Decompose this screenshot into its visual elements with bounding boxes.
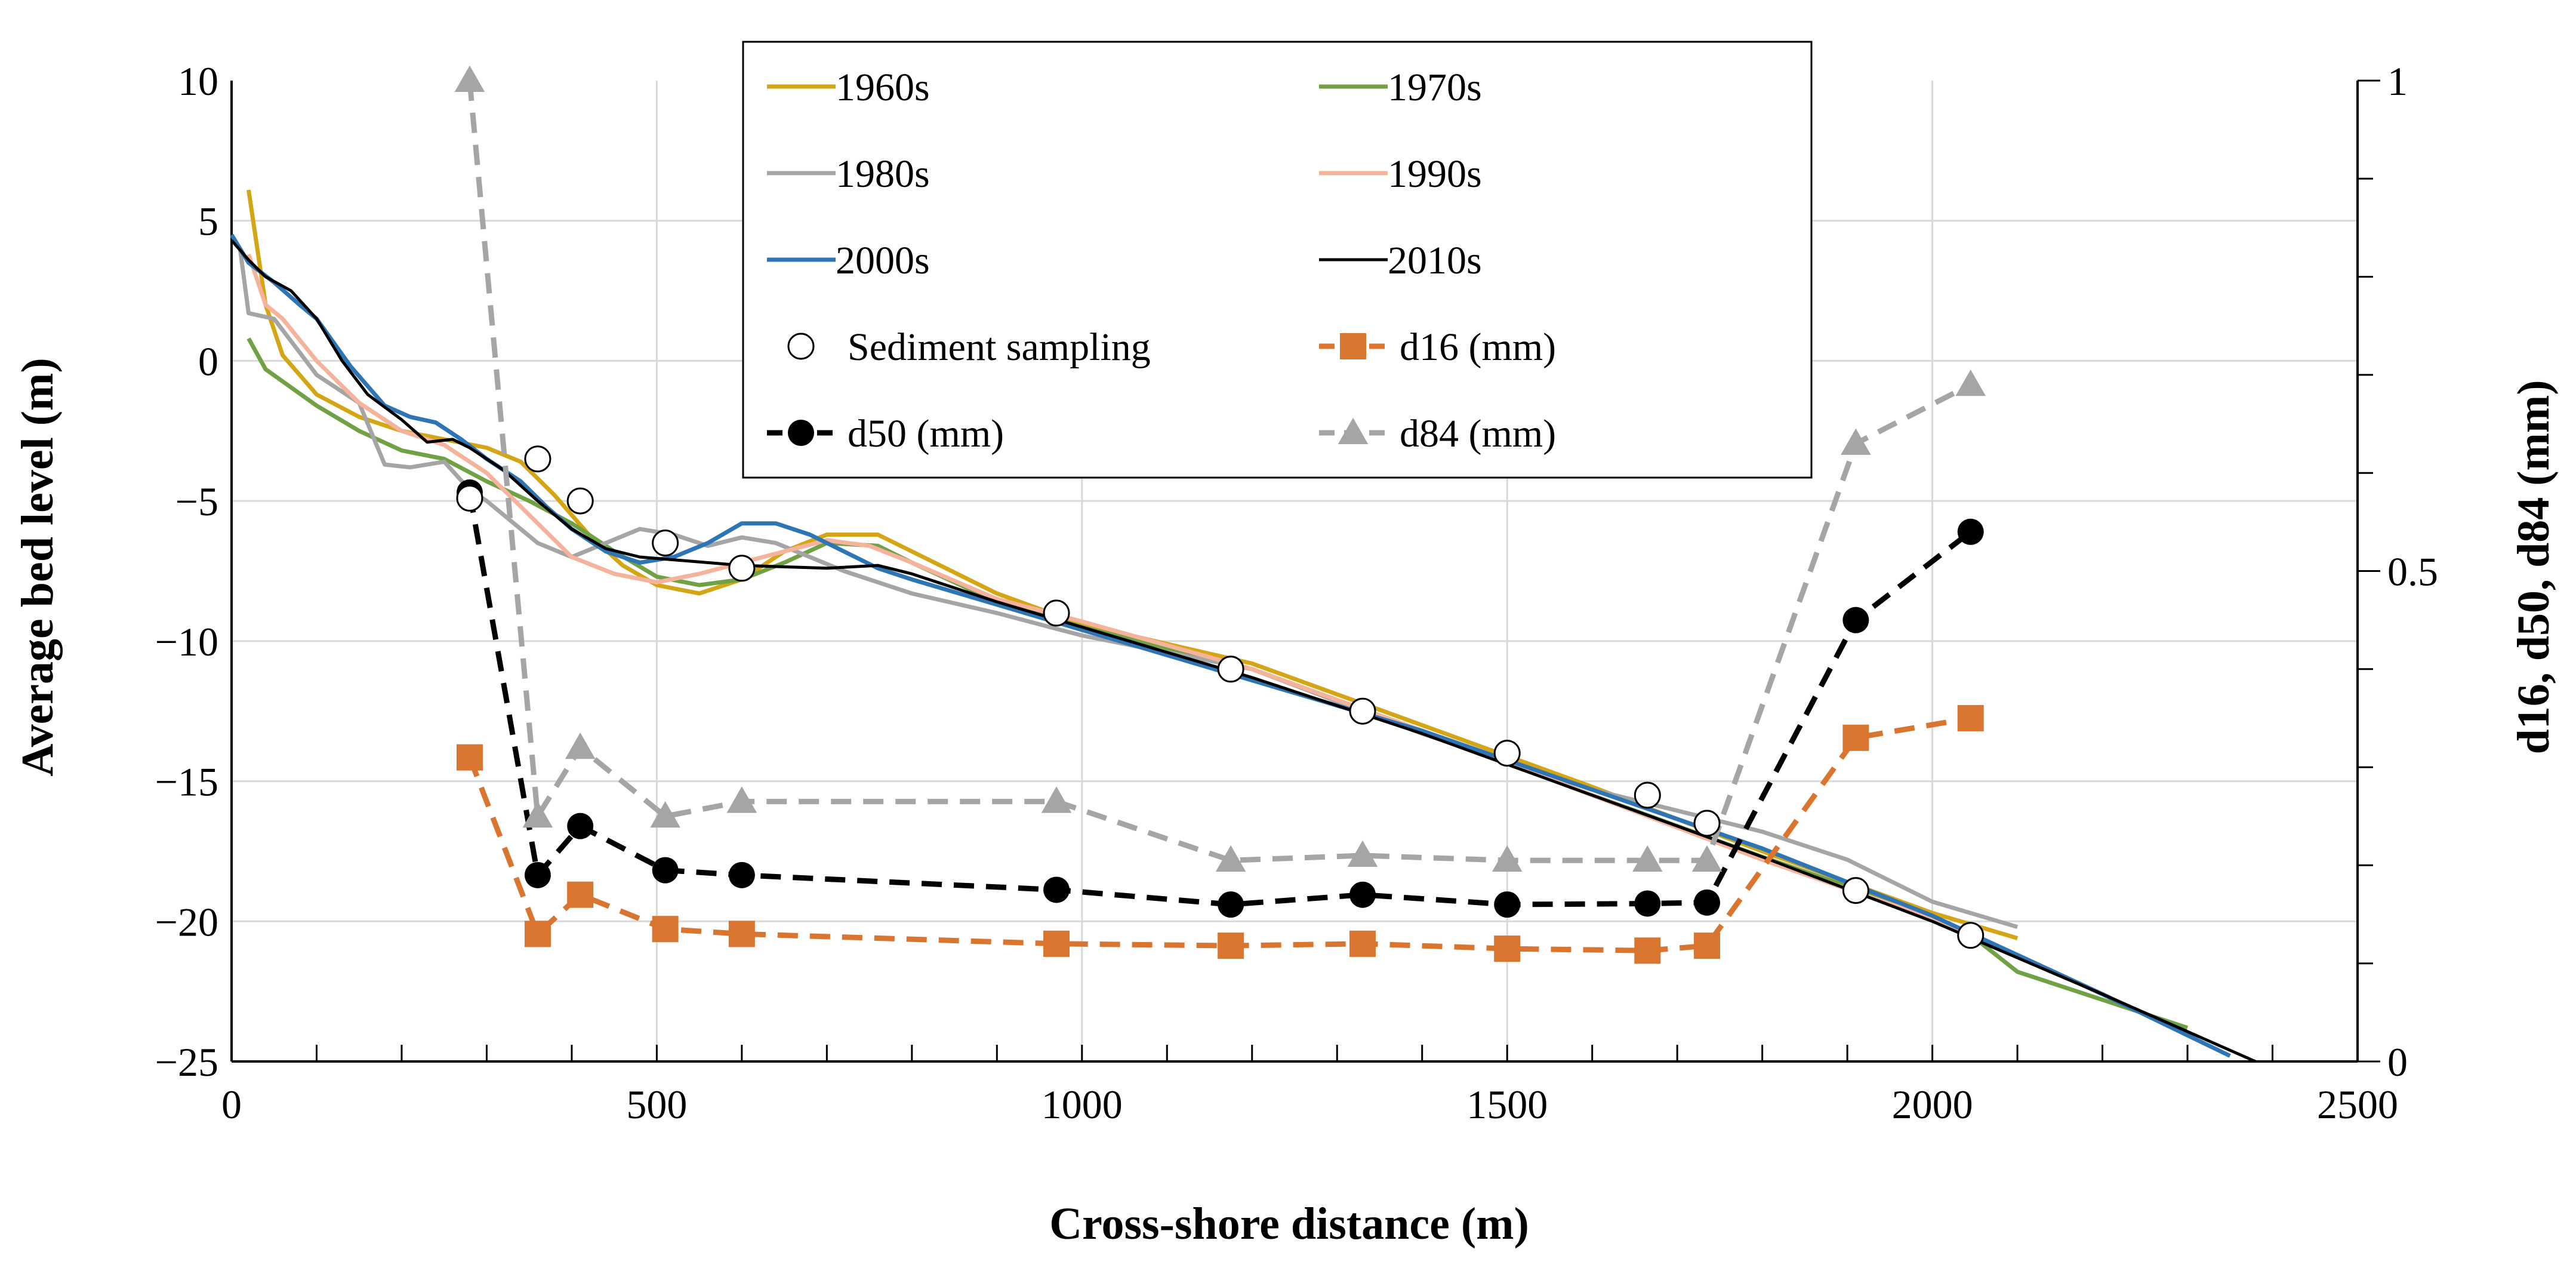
sediment-sample-point	[1634, 781, 1661, 809]
legend: 1960s 1970s 1980s 1990s 2000s 2010s Sediment s…	[742, 41, 1813, 479]
legend-sediment-swatch	[787, 333, 815, 360]
sediment-sample-point	[652, 530, 679, 557]
legend-1970s-label: 1970s	[1388, 66, 1482, 109]
d50-marker	[1349, 881, 1376, 908]
d84-marker	[454, 65, 485, 92]
legend-2010s-label: 2010s	[1388, 239, 1482, 282]
x-tick-label: 1000	[1042, 1082, 1123, 1127]
sediment-sample-point	[1349, 697, 1376, 725]
d50-marker	[567, 813, 594, 839]
d84-marker	[1632, 845, 1663, 872]
y-tick-label: −25	[155, 1039, 218, 1085]
legend-d16-label: d16 (mm)	[1400, 325, 1556, 369]
y-tick-label: 5	[198, 199, 218, 244]
d16-marker	[1218, 933, 1244, 959]
d50-marker	[1694, 889, 1721, 916]
x-tick-label: 500	[626, 1082, 687, 1127]
d50-marker	[1494, 891, 1521, 918]
x-axis-title: Cross-shore distance (m)	[1049, 1199, 1529, 1249]
d50-marker	[1842, 607, 1869, 633]
sediment-sample-point	[566, 487, 594, 515]
legend-1960s-label: 1960s	[836, 66, 930, 109]
d50-marker	[728, 861, 755, 888]
d84-marker	[650, 801, 680, 828]
legend-d50-marker	[788, 420, 814, 446]
d50-marker	[1043, 876, 1070, 903]
y-tick-label: 10	[178, 59, 218, 104]
d50-marker	[1957, 518, 1984, 545]
d16-marker	[1842, 724, 1869, 751]
sediment-sample-point	[1842, 877, 1869, 904]
d16-marker	[524, 921, 551, 947]
y2-tick-label: 0	[2387, 1039, 2408, 1085]
y-tick-label: −15	[155, 759, 218, 805]
x-tick-label: 1500	[1466, 1082, 1548, 1127]
minor-tick-marks	[315, 79, 2380, 1063]
legend-d50-label: d50 (mm)	[848, 412, 1004, 456]
sediment-sample-point	[1217, 656, 1244, 683]
d16-marker	[456, 744, 483, 771]
sediment-sample-point	[1693, 810, 1721, 837]
legend-box	[742, 41, 1813, 479]
legend-1990s-label: 1990s	[1388, 152, 1482, 196]
d16-marker	[1957, 704, 1984, 731]
sediment-sample-point	[1957, 922, 1985, 949]
legend-sediment-label: Sediment sampling	[848, 325, 1151, 369]
profile-line-2010s	[230, 239, 2257, 1063]
x-tick-label: 2000	[1892, 1082, 1973, 1127]
d84-marker	[1347, 840, 1378, 867]
d84-marker	[1841, 428, 1871, 455]
d50-marker	[652, 857, 679, 884]
sediment-sample-point	[456, 484, 483, 512]
d50-marker	[1634, 890, 1661, 917]
legend-1980s-label: 1980s	[836, 152, 930, 196]
x-tick-label: 2500	[2317, 1082, 2398, 1127]
y-axis-title: Average bed level (m)	[13, 358, 63, 776]
d16-marker	[567, 881, 594, 908]
y2-axis-title: d16, d50, d84 (mm)	[2509, 380, 2559, 754]
d84-marker	[1041, 786, 1072, 813]
d16-marker	[1494, 936, 1521, 962]
legend-d84-label: d84 (mm)	[1400, 412, 1556, 456]
y-tick-label: 0	[198, 338, 218, 384]
d16-marker	[1043, 930, 1070, 957]
y2-tick-label: 0.5	[2387, 549, 2438, 595]
d50-marker	[524, 861, 551, 888]
d50-marker	[1218, 891, 1244, 918]
y-tick-label: −10	[155, 619, 218, 664]
sediment-sample-point	[1493, 740, 1521, 767]
legend-2000s-label: 2000s	[836, 239, 930, 282]
y-tick-label: −20	[155, 899, 218, 944]
d84-marker	[1955, 370, 1986, 396]
d84-marker	[1492, 845, 1523, 872]
sediment-sample-point	[524, 445, 551, 473]
d84-marker	[1691, 845, 1723, 872]
d84-marker	[726, 786, 757, 813]
y2-tick-label: 1	[2387, 59, 2408, 104]
d16-marker	[1694, 933, 1721, 959]
d16-marker	[1349, 930, 1376, 957]
sediment-sample-point	[1043, 599, 1070, 627]
d16-marker	[652, 916, 679, 943]
legend-d84-marker	[1338, 417, 1369, 444]
legend-d16-marker	[1340, 333, 1366, 359]
d84-marker	[1215, 845, 1246, 872]
x-tick-label: 0	[221, 1082, 242, 1127]
sediment-sampling-points	[456, 445, 1985, 949]
d16-marker	[728, 921, 755, 947]
sediment-sample-point	[728, 555, 756, 582]
d84-marker	[565, 732, 596, 759]
y-tick-label: −5	[175, 479, 218, 524]
d84-marker	[522, 801, 553, 828]
d16-marker	[1634, 937, 1661, 964]
